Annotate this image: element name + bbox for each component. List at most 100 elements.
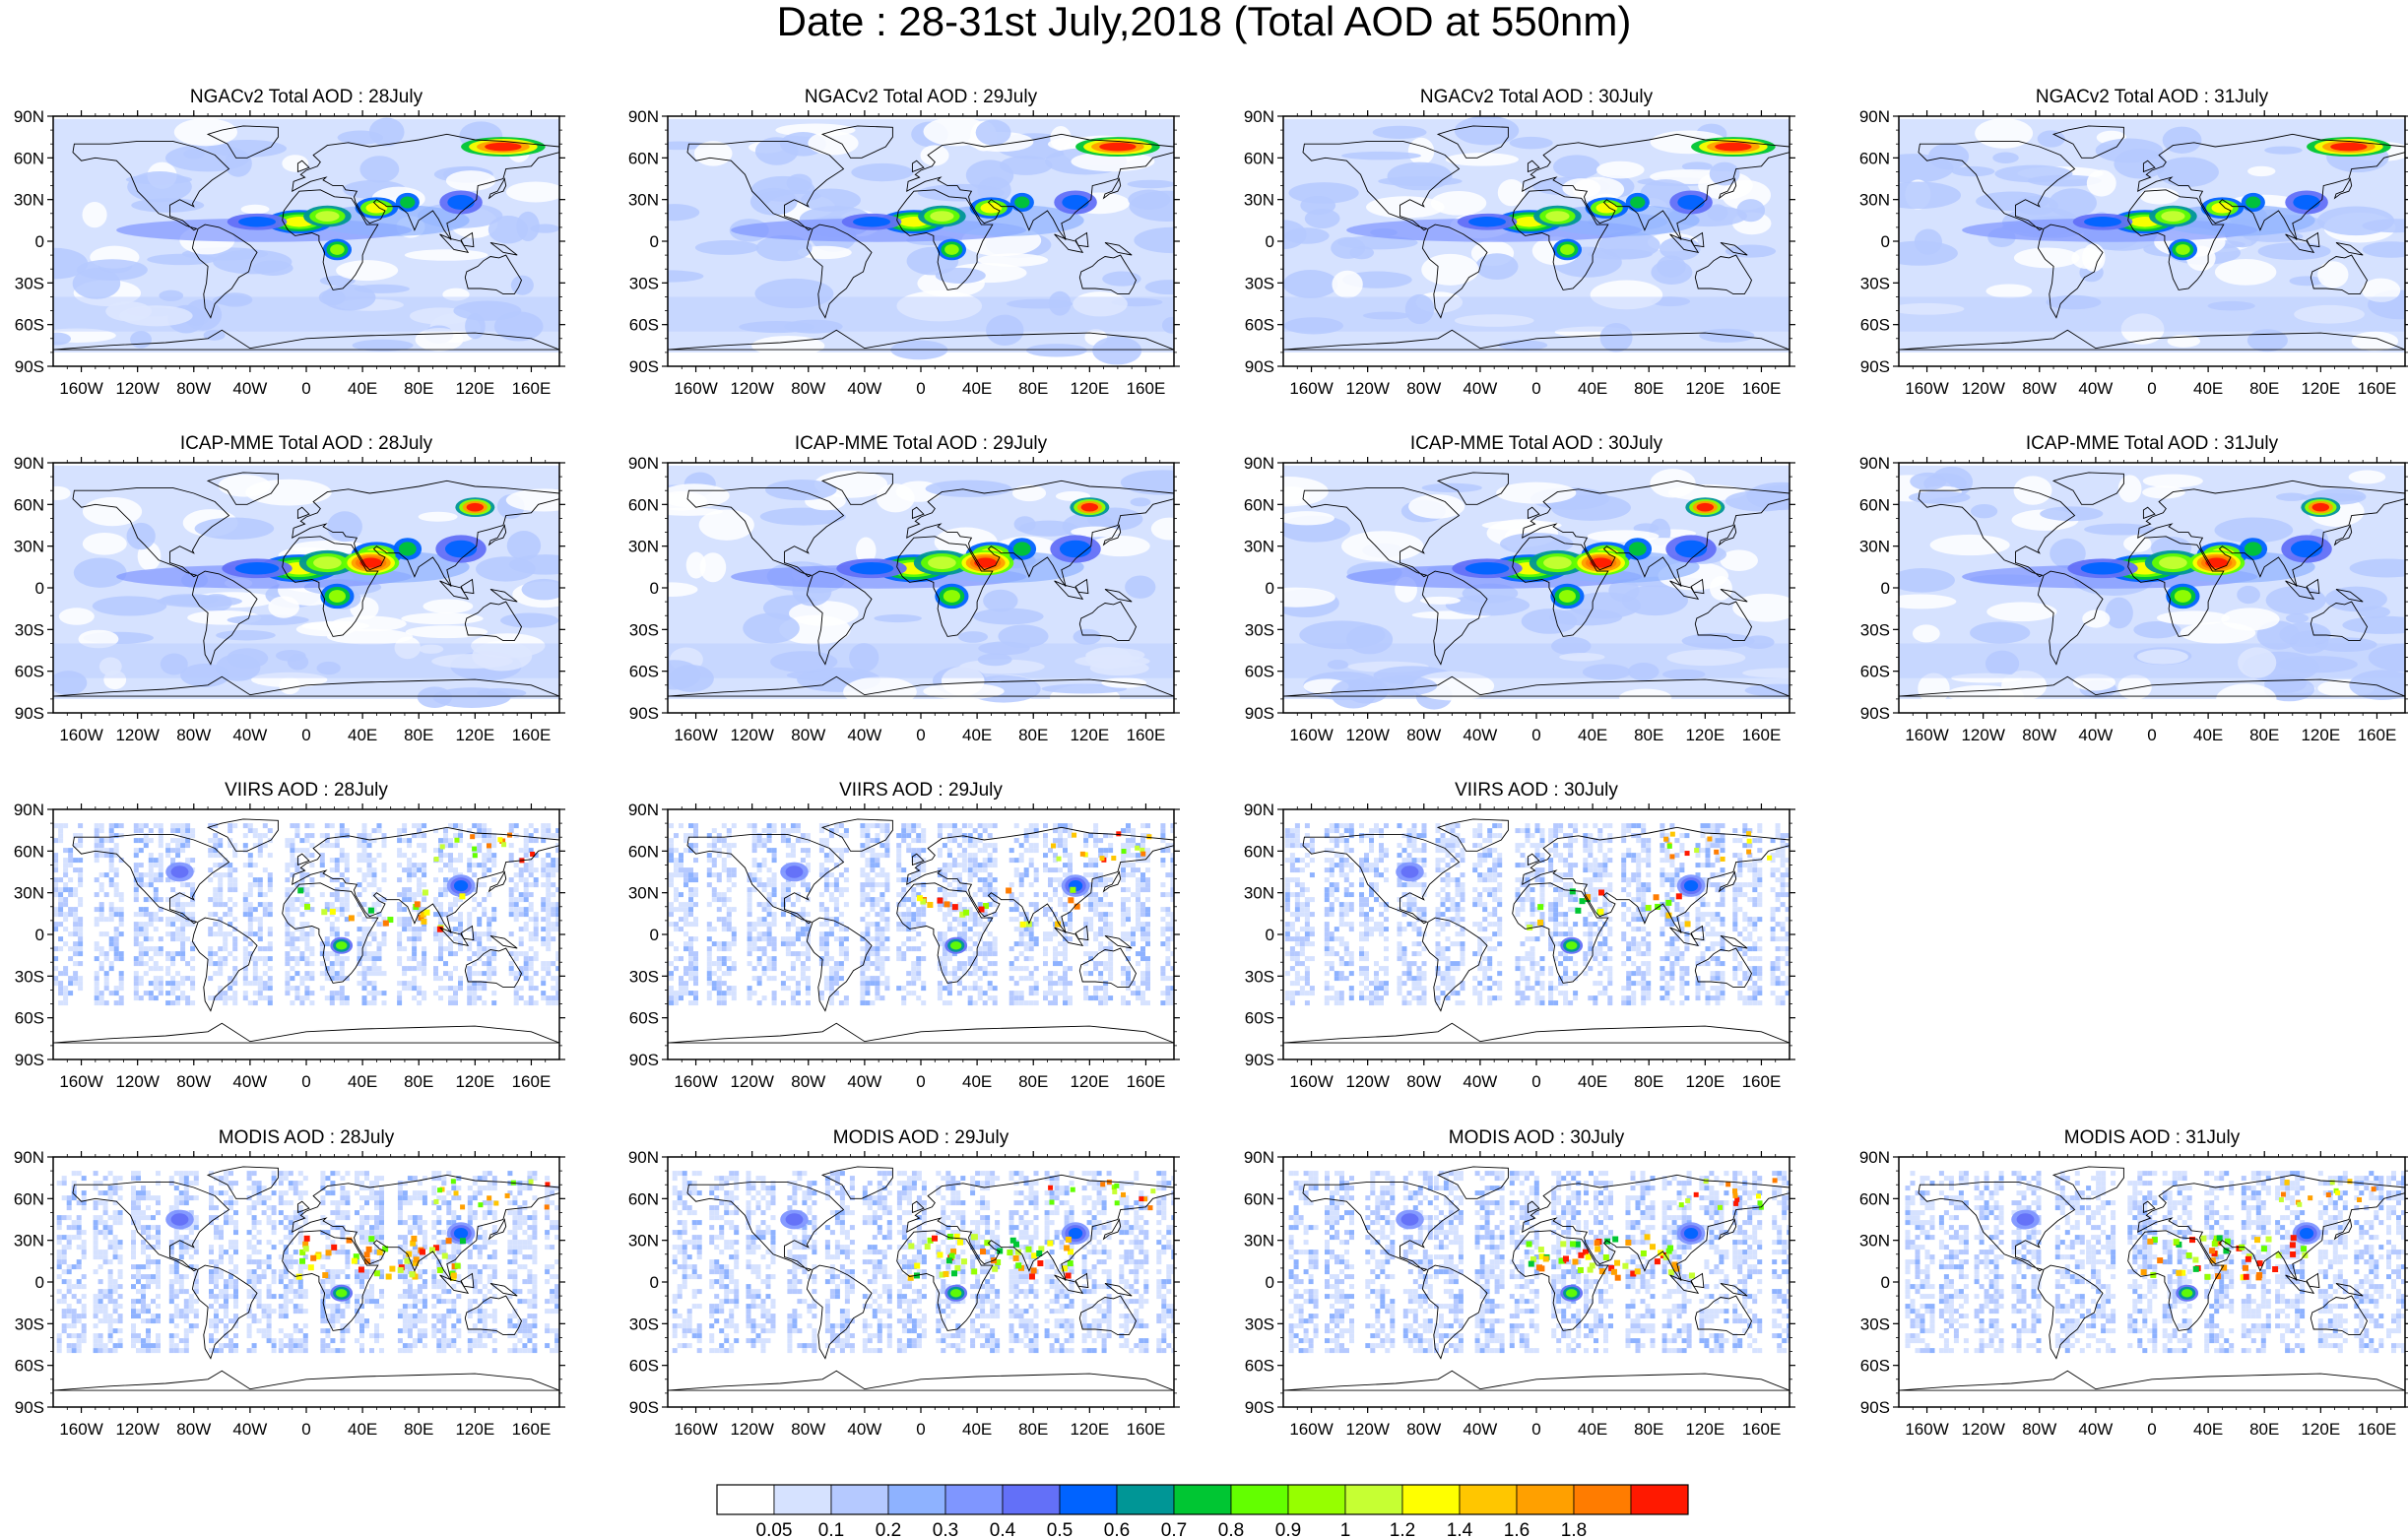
- coastlines: [668, 472, 1174, 697]
- colorbar-swatch: [716, 1484, 775, 1515]
- colorbar-swatch: [1002, 1484, 1061, 1515]
- aod-map: 90N 60N 30N 0 30S 60S 90S 160W 120W 80W 40W 0 40E 80E…: [14, 801, 565, 1091]
- lon-tick-label: 120E: [1685, 1072, 1725, 1091]
- lat-tick-label: 60S: [629, 316, 659, 335]
- colorbar-label: 1.2: [1390, 1520, 1415, 1539]
- lon-tick-label: 80E: [404, 726, 433, 744]
- colorbar-swatch: [1287, 1484, 1346, 1515]
- panel-title: ICAP-MME Total AOD : 29July: [794, 433, 1048, 454]
- colorbar-label: 0.05: [756, 1520, 793, 1539]
- lat-tick-label: 0: [1266, 579, 1274, 598]
- lon-tick-label: 160W: [674, 379, 717, 398]
- lat-tick-label: 0: [35, 232, 44, 251]
- lat-tick-label: 60S: [629, 1357, 659, 1376]
- lon-tick-label: 80W: [2022, 726, 2056, 744]
- panel-title: VIIRS AOD : 30July: [1455, 780, 1618, 801]
- lon-tick-label: 160W: [59, 726, 102, 744]
- colorbar-label: 1.4: [1447, 1520, 1473, 1539]
- map-panel-modis-31: MODIS AOD : 31July 90N 60N 30N 0 30S 60S 90S 160…: [1846, 1127, 2408, 1462]
- lat-tick-label: 60N: [14, 495, 44, 514]
- lon-tick-label: 0: [301, 1072, 310, 1091]
- lon-tick-label: 80E: [1018, 1420, 1048, 1439]
- lat-tick-label: 30S: [1860, 274, 1890, 292]
- lon-tick-label: 120E: [1685, 726, 1725, 744]
- lon-tick-label: 40E: [1578, 1420, 1607, 1439]
- colorbar-label: 0.4: [990, 1520, 1016, 1539]
- lat-tick-label: 60S: [1245, 316, 1274, 335]
- lon-tick-label: 120W: [1345, 379, 1389, 398]
- lon-tick-label: 0: [1531, 1420, 1540, 1439]
- lon-tick-label: 160E: [2358, 726, 2397, 744]
- lon-tick-label: 80E: [1018, 726, 1048, 744]
- lon-tick-label: 40E: [962, 726, 992, 744]
- lon-tick-label: 80W: [1406, 1072, 1441, 1091]
- lat-tick-label: 90N: [1859, 454, 1890, 473]
- aod-map: 90N 60N 30N 0 30S 60S 90S 160W 120W 80W 40W 0 40E 80E…: [628, 801, 1180, 1091]
- lon-tick-label: 80W: [176, 1072, 211, 1091]
- colorbar-swatch: [830, 1484, 889, 1515]
- map-panel-viirs-28: VIIRS AOD : 28July 90N 60N 30N 0 30S 60S 90S 160…: [0, 780, 620, 1115]
- lon-tick-label: 80W: [1406, 379, 1441, 398]
- lon-tick-label: 120E: [1685, 1420, 1725, 1439]
- lon-tick-label: 120E: [1070, 379, 1109, 398]
- lat-tick-label: 30N: [1244, 191, 1274, 210]
- coastlines: [668, 818, 1174, 1044]
- colorbar-label: 0.7: [1161, 1520, 1187, 1539]
- lon-tick-label: 120W: [1961, 379, 2004, 398]
- lon-tick-label: 40E: [1578, 1072, 1607, 1091]
- aod-map: 90N 60N 30N 0 30S 60S 90S 160W 120W 80W 40W 0 40E 80E…: [1859, 1148, 2408, 1439]
- lat-tick-label: 60N: [14, 149, 44, 167]
- lat-tick-label: 30N: [1244, 538, 1274, 556]
- coastlines: [53, 125, 559, 351]
- lon-tick-label: 120W: [1345, 1072, 1389, 1091]
- lon-tick-label: 160W: [1289, 379, 1333, 398]
- lon-tick-label: 40W: [2078, 1420, 2113, 1439]
- lat-tick-label: 30N: [1859, 1232, 1890, 1250]
- map-panel-ngac-29: NGACv2 Total AOD : 29July 90N 60N 30N 0 30S 60…: [615, 87, 1235, 421]
- lat-tick-label: 60N: [1244, 1189, 1274, 1208]
- lon-tick-label: 40E: [962, 379, 992, 398]
- lat-tick-label: 90N: [628, 107, 659, 126]
- lon-tick-label: 120E: [455, 726, 494, 744]
- lat-tick-label: 30N: [14, 884, 44, 903]
- coastlines: [1283, 125, 1790, 351]
- panel-title: MODIS AOD : 31July: [2063, 1127, 2241, 1148]
- lat-tick-label: 0: [650, 579, 659, 598]
- lon-tick-label: 80W: [2022, 1420, 2056, 1439]
- lon-tick-label: 40W: [1463, 726, 1497, 744]
- lon-tick-label: 80E: [1018, 1072, 1048, 1091]
- lat-tick-label: 90S: [1245, 704, 1274, 723]
- lon-tick-label: 160E: [2358, 379, 2397, 398]
- lat-tick-label: 60N: [14, 1189, 44, 1208]
- lat-tick-label: 30N: [628, 191, 659, 210]
- lon-tick-label: 80E: [1634, 1420, 1663, 1439]
- colorbar-swatch: [1573, 1484, 1632, 1515]
- lat-tick-label: 90N: [14, 801, 44, 819]
- lon-tick-label: 0: [2147, 1420, 2156, 1439]
- lon-tick-label: 80W: [791, 1072, 825, 1091]
- aod-map: 90N 60N 30N 0 30S 60S 90S 160W 120W 80W 40W 0 40E 80E…: [1244, 801, 1795, 1091]
- lon-tick-label: 0: [301, 1420, 310, 1439]
- lat-tick-label: 90S: [629, 1051, 659, 1069]
- lon-tick-label: 40E: [2193, 726, 2223, 744]
- lat-tick-label: 60S: [1860, 316, 1890, 335]
- lon-tick-label: 120W: [730, 1072, 773, 1091]
- lon-tick-label: 160E: [1742, 1420, 1782, 1439]
- aod-map: 90N 60N 30N 0 30S 60S 90S 160W 120W 80W 40W 0 40E 80E…: [14, 107, 565, 398]
- lat-tick-label: 0: [650, 926, 659, 944]
- lon-tick-label: 40E: [348, 1072, 377, 1091]
- lat-tick-label: 0: [1266, 926, 1274, 944]
- map-panel-ngac-28: NGACv2 Total AOD : 28July 90N 60N 30N 0 30S 60…: [0, 87, 620, 421]
- lat-tick-label: 60S: [1860, 1357, 1890, 1376]
- lon-tick-label: 160W: [1289, 1072, 1333, 1091]
- lon-tick-label: 160E: [512, 379, 552, 398]
- lon-tick-label: 0: [2147, 379, 2156, 398]
- lat-tick-label: 90S: [1860, 704, 1890, 723]
- lon-tick-label: 160W: [1289, 726, 1333, 744]
- lat-tick-label: 0: [1881, 1273, 1890, 1292]
- lon-tick-label: 120E: [1070, 1420, 1109, 1439]
- lat-tick-label: 60S: [15, 1009, 44, 1028]
- lon-tick-label: 40E: [348, 726, 377, 744]
- lon-tick-label: 120W: [1345, 1420, 1389, 1439]
- lon-tick-label: 80W: [791, 379, 825, 398]
